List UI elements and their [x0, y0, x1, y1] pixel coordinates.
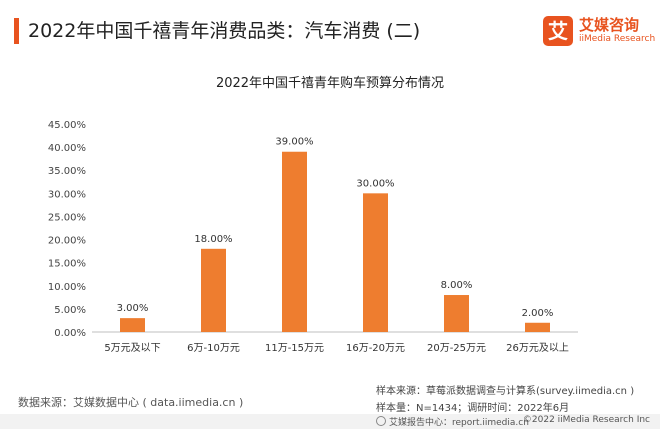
- data-label: 2.00%: [522, 308, 554, 319]
- data-label: 30.00%: [356, 178, 394, 189]
- copyright: ©2022 iiMedia Research Inc: [522, 415, 650, 425]
- y-tick-label: 0.00%: [54, 328, 86, 339]
- y-tick-label: 20.00%: [48, 236, 86, 247]
- data-label: 18.00%: [194, 234, 232, 245]
- logo-mark-icon: 艾: [543, 16, 573, 46]
- y-tick-label: 5.00%: [54, 305, 86, 316]
- x-tick-label: 6万-10万元: [187, 343, 240, 354]
- sample-size: 样本量：N=1434；调研时间：2022年6月: [376, 403, 570, 414]
- y-tick-label: 15.00%: [48, 259, 86, 270]
- x-tick-label: 11万-15万元: [265, 343, 324, 354]
- chart-title: 2022年中国千禧青年购车预算分布情况: [215, 76, 445, 91]
- footer-bar: [0, 414, 660, 429]
- y-tick-label: 30.00%: [48, 189, 86, 200]
- data-label: 3.00%: [117, 303, 149, 314]
- bar: [120, 318, 145, 332]
- iimedia-logo: 艾 艾媒咨询 iiMedia Research: [543, 14, 656, 50]
- y-tick-label: 45.00%: [48, 120, 86, 131]
- data-label: 8.00%: [441, 280, 473, 291]
- title-accent-bar: [14, 18, 19, 44]
- bar: [363, 193, 388, 332]
- bar: [282, 151, 307, 332]
- x-tick-label: 20万-25万元: [427, 343, 486, 354]
- y-tick-label: 40.00%: [48, 143, 86, 154]
- bar: [444, 295, 469, 332]
- bar: [525, 322, 550, 332]
- x-tick-label: 16万-20万元: [346, 343, 405, 354]
- y-tick-label: 35.00%: [48, 166, 86, 177]
- data-source: 数据来源：艾媒数据中心 ( data.iimedia.cn ): [18, 396, 244, 409]
- logo-text-cn: 艾媒咨询: [579, 16, 640, 34]
- x-tick-label: 5万元及以下: [104, 342, 160, 354]
- sample-source: 样本来源：草莓派数据调查与计算系(survey.iimedia.cn ): [376, 386, 635, 397]
- x-tick-label: 26万元及以上: [506, 342, 569, 354]
- report-center-icon: [376, 416, 386, 426]
- report-center-text: 艾媒报告中心：report.iimedia.cn: [389, 418, 529, 428]
- data-label: 39.00%: [275, 137, 313, 148]
- report-center: 艾媒报告中心：report.iimedia.cn: [376, 415, 529, 428]
- y-tick-label: 25.00%: [48, 212, 86, 223]
- bar: [201, 248, 226, 332]
- logo-text-en: iiMedia Research: [579, 34, 656, 44]
- y-tick-label: 10.00%: [48, 282, 86, 293]
- page-title: 2022年中国千禧青年消费品类：汽车消费 (二): [28, 20, 421, 42]
